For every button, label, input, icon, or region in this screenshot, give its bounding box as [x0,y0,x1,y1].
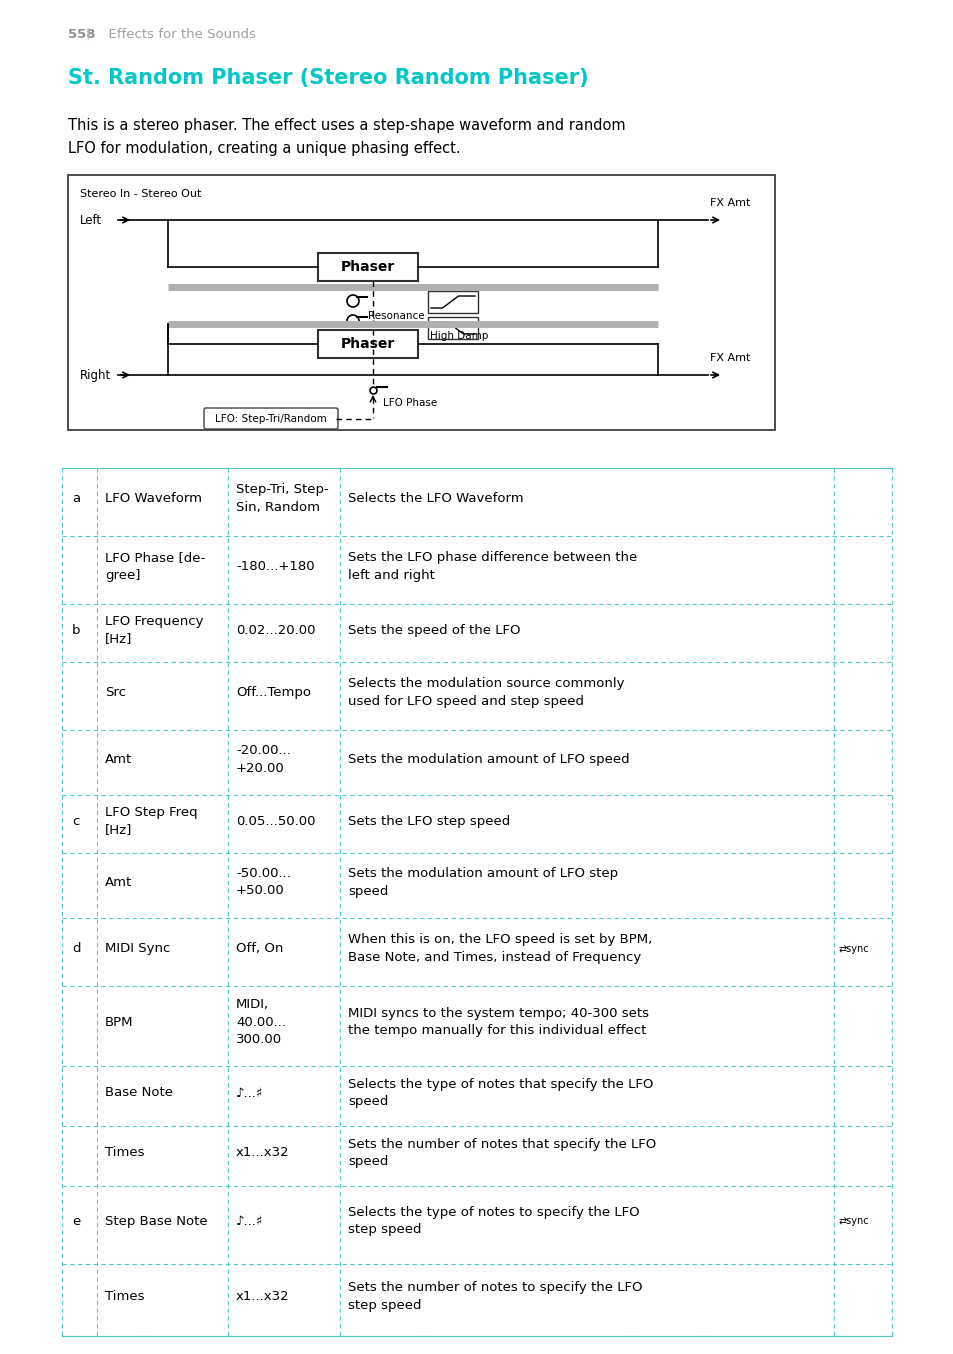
Bar [62,918,891,986]
Text: d: d [71,942,80,955]
Text: FX Amt: FX Amt [709,198,750,209]
Text: b: b [71,624,80,636]
Text: Right: Right [80,368,112,382]
Text: Sets the LFO step speed: Sets the LFO step speed [348,815,510,827]
Text: a: a [71,492,80,505]
Bar [62,986,891,1066]
Text: Sets the speed of the LFO: Sets the speed of the LFO [348,624,520,636]
Text: LFO Frequency
[Hz]: LFO Frequency [Hz] [105,615,203,646]
Text: ♪...♯: ♪...♯ [235,1086,263,1099]
Bar [317,253,417,282]
Bar [62,1127,891,1186]
Text: FX Amt: FX Amt [709,353,750,363]
Text: 0.05...50.00: 0.05...50.00 [235,815,315,827]
Text: Left: Left [80,214,102,226]
Text: This is a stereo phaser. The effect uses a step-shape waveform and random
LFO fo: This is a stereo phaser. The effect uses… [68,118,625,156]
Text: Step-Tri, Step-
Sin, Random: Step-Tri, Step- Sin, Random [235,483,329,515]
Text: LFO Step Freq
[Hz]: LFO Step Freq [Hz] [105,806,197,837]
Text: MIDI Sync: MIDI Sync [105,942,170,955]
Text: High Damp: High Damp [430,330,488,341]
Text: |: | [85,28,90,41]
Text: Amt: Amt [105,753,132,766]
Text: MIDI syncs to the system tempo; 40-300 sets
the tempo manually for this individu: MIDI syncs to the system tempo; 40-300 s… [348,1007,648,1037]
Text: Base Note: Base Note [105,1086,172,1099]
Text: Selects the type of notes to specify the LFO
step speed: Selects the type of notes to specify the… [348,1206,639,1236]
Bar [317,330,417,357]
Text: Src: Src [105,686,126,699]
Text: When this is on, the LFO speed is set by BPM,
Base Note, and Times, instead of F: When this is on, the LFO speed is set by… [348,933,652,964]
Bar [62,468,891,536]
Text: c: c [71,815,79,827]
Text: ♪...♯: ♪...♯ [235,1215,263,1228]
Text: Sets the modulation amount of LFO step
speed: Sets the modulation amount of LFO step s… [348,867,618,898]
Bar [62,662,891,730]
Text: Sets the number of notes to specify the LFO
step speed: Sets the number of notes to specify the … [348,1281,642,1312]
Text: Selects the modulation source commonly
used for LFO speed and step speed: Selects the modulation source commonly u… [348,677,624,708]
Bar [62,1066,891,1127]
Bar [62,1186,891,1265]
Bar [428,317,477,338]
Text: Sets the modulation amount of LFO speed: Sets the modulation amount of LFO speed [348,753,629,766]
Text: LFO: Step-Tri/Random: LFO: Step-Tri/Random [214,413,327,424]
Text: e: e [71,1215,80,1228]
Text: LFO Phase [de-
gree]: LFO Phase [de- gree] [105,551,205,582]
Text: Times: Times [105,1290,144,1303]
Bar [62,604,891,662]
Text: LFO Waveform: LFO Waveform [105,492,202,505]
Text: 0.02...20.00: 0.02...20.00 [235,624,315,636]
Bar [68,175,774,431]
Text: Sets the number of notes that specify the LFO
speed: Sets the number of notes that specify th… [348,1137,656,1169]
Bar [62,730,891,795]
Text: LFO Phase: LFO Phase [382,398,436,408]
Text: MIDI,
40.00...
300.00: MIDI, 40.00... 300.00 [235,998,286,1047]
Text: ⇄sync: ⇄sync [838,944,868,953]
Bar [428,291,477,313]
Text: Off...Tempo: Off...Tempo [235,686,311,699]
FancyBboxPatch shape [204,408,337,429]
Text: Sets the LFO phase difference between the
left and right: Sets the LFO phase difference between th… [348,551,637,582]
Bar [62,536,891,604]
Text: BPM: BPM [105,1016,133,1029]
Text: Stereo In - Stereo Out: Stereo In - Stereo Out [80,190,201,199]
Bar [62,795,891,853]
Bar [62,853,891,918]
Text: -180...+180: -180...+180 [235,561,314,573]
Text: x1...x32: x1...x32 [235,1147,290,1159]
Text: Amt: Amt [105,876,132,888]
Text: -50.00...
+50.00: -50.00... +50.00 [235,867,291,898]
Text: Off, On: Off, On [235,942,283,955]
Bar [62,1265,891,1336]
Text: x1...x32: x1...x32 [235,1290,290,1303]
Text: Selects the LFO Waveform: Selects the LFO Waveform [348,492,523,505]
Text: Times: Times [105,1147,144,1159]
Text: Effects for the Sounds: Effects for the Sounds [100,28,255,41]
Text: -20.00...
+20.00: -20.00... +20.00 [235,743,291,774]
Text: St. Random Phaser (Stereo Random Phaser): St. Random Phaser (Stereo Random Phaser) [68,68,588,88]
Text: Phaser: Phaser [340,337,395,351]
Text: ⇄sync: ⇄sync [838,1216,868,1227]
Text: Resonance: Resonance [368,311,424,321]
Text: Step Base Note: Step Base Note [105,1215,207,1228]
Text: Selects the type of notes that specify the LFO
speed: Selects the type of notes that specify t… [348,1078,653,1109]
Text: 558: 558 [68,28,95,41]
Text: Phaser: Phaser [340,260,395,274]
